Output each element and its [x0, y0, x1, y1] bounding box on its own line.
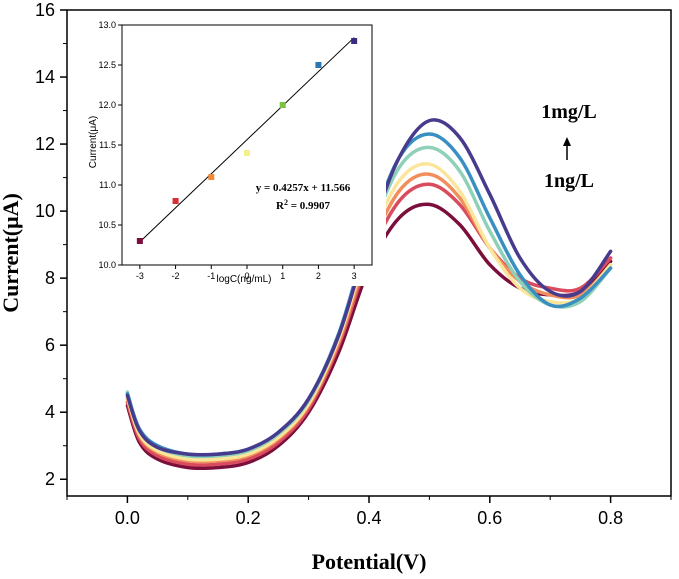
main-y-tick-label: 16: [35, 0, 55, 20]
main-series: [125, 118, 613, 471]
inset-data-point: [315, 62, 322, 68]
main-x-tick-label: 0.6: [477, 508, 502, 528]
annotation-bottom-label: 1ng/L: [544, 170, 594, 192]
main-x-tick-label: 0.0: [115, 508, 140, 528]
inset-x-tick-label: -3: [136, 271, 144, 281]
inset-y-tick-label: 12.5: [98, 60, 116, 70]
inset-data-point: [351, 38, 358, 44]
inset-y-tick-label: 11.5: [99, 140, 116, 150]
main-y-tick-label: 14: [35, 67, 55, 87]
inset-y-tick-label: 10.5: [98, 220, 116, 230]
inset-ticks: -3 -2 -1 0 1 2 3 10.0 10.5 11.0 11.5 12.0 12.5 13.0: [98, 20, 356, 281]
inset-fit-line-segment: [139, 37, 355, 243]
inset-data-point: [136, 238, 143, 244]
inset-x-axis-title: logC(ng/mL): [216, 274, 271, 285]
inset-x-tick-label: -2: [172, 271, 180, 281]
inset-data-point: [279, 102, 286, 108]
inset-x-tick-label: 1: [280, 271, 285, 281]
inset-y-tick-label: 13.0: [98, 20, 116, 30]
inset-points: [136, 38, 358, 244]
inset-x-tick-label: -1: [207, 271, 215, 281]
main-y-tick-label: 6: [45, 335, 55, 355]
main-x-axis-title: Potential(V): [312, 549, 427, 574]
inset-data-point: [172, 198, 179, 204]
main-y-tick-label: 2: [45, 469, 55, 489]
inset-y-tick-label: 12.0: [98, 100, 116, 110]
main-y-axis-title: Current(μA): [0, 193, 23, 313]
main-x-tick-label: 0.4: [356, 508, 381, 528]
main-x-tick-label: 0.8: [598, 508, 623, 528]
inset-fit-line: [139, 37, 355, 243]
up-arrow-icon: [563, 137, 571, 160]
main-y-tick-label: 4: [45, 402, 55, 422]
main-x-tick-label: 0.2: [236, 508, 261, 528]
main-y-tick-label: 10: [35, 201, 55, 221]
inset-x-tick-label: 2: [316, 271, 321, 281]
inset-y-tick-label: 10.0: [98, 260, 116, 270]
main-y-tick-label: 8: [45, 268, 55, 288]
fit-r2-label: R: [276, 200, 285, 212]
fit-r2-superscript: 2: [284, 198, 288, 207]
fit-r2-value: = 0.9907: [288, 200, 331, 212]
inset-x-tick-label: 0: [244, 271, 249, 281]
inset-data-point: [208, 174, 215, 180]
fit-equation: y = 0.4257x + 11.566: [256, 182, 351, 194]
main-y-tick-label: 12: [35, 134, 55, 154]
inset-y-axis-title: Current(μA): [88, 116, 99, 168]
annotation-top-label: 1mg/L: [541, 101, 597, 123]
inset-y-tick-label: 11.0: [99, 180, 116, 190]
fit-r2: R2 = 0.9907: [276, 198, 330, 212]
inset-background: [86, 18, 386, 286]
inset-data-point: [244, 150, 250, 156]
inset-x-tick-label: 3: [352, 271, 357, 281]
